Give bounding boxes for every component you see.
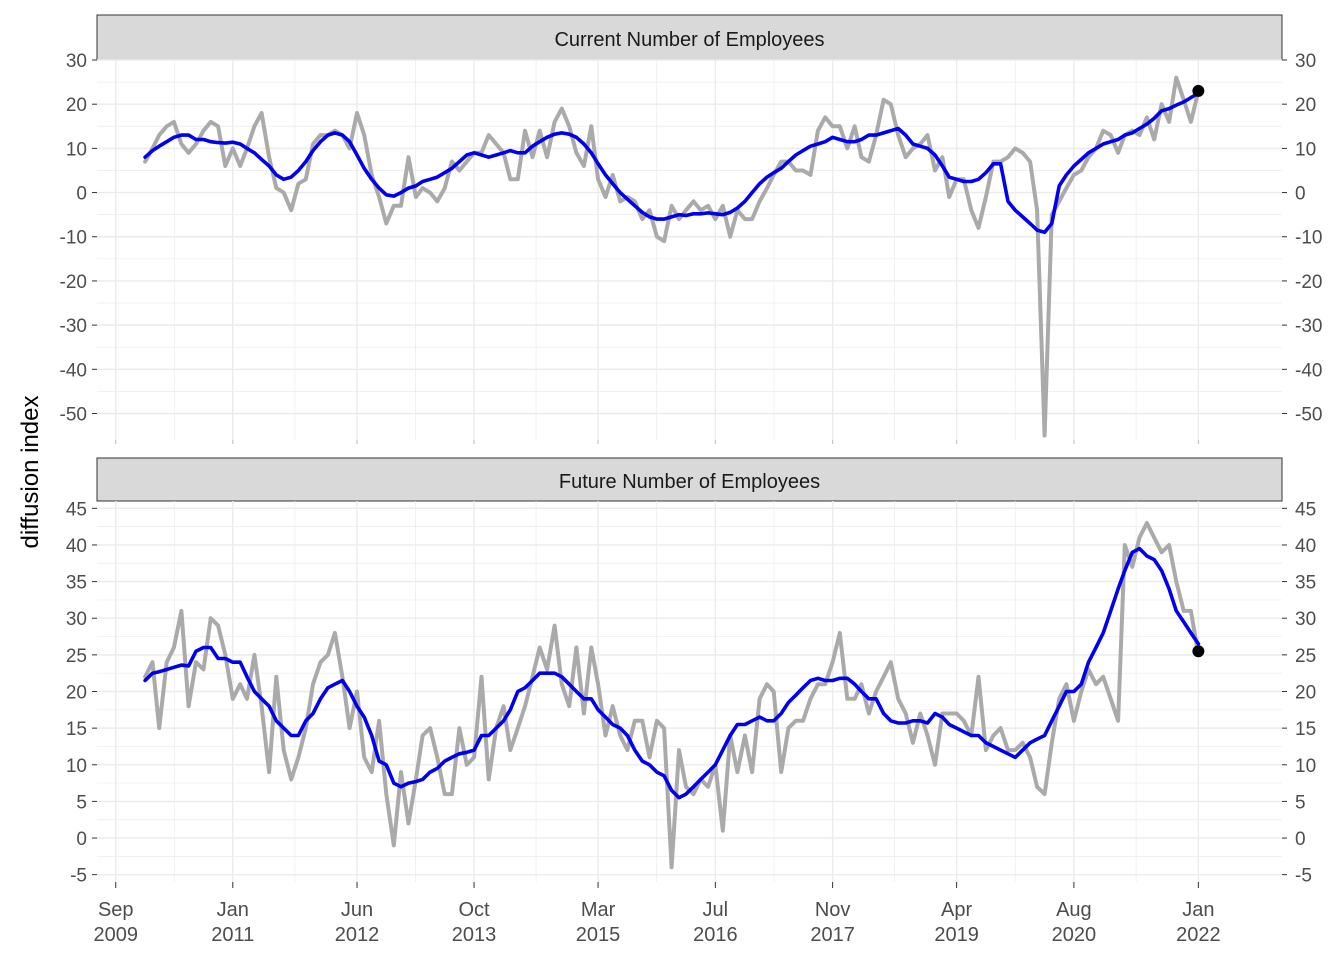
x-tick-label-month: Apr bbox=[941, 899, 972, 921]
x-tick-label-year: 2022 bbox=[1176, 924, 1221, 946]
y-axis-title: diffusion index bbox=[17, 396, 44, 549]
series-bottom bbox=[143, 521, 1205, 870]
y-tick-label-right: -50 bbox=[1295, 404, 1322, 425]
y-tick-label-left: -40 bbox=[60, 360, 87, 381]
y-tick-label-right: 20 bbox=[1295, 95, 1316, 116]
y-tick-label-right: 10 bbox=[1295, 756, 1316, 777]
y-tick-label-right: 5 bbox=[1295, 792, 1306, 813]
x-tick-label-year: 2011 bbox=[211, 924, 254, 946]
y-tick-label-right: 10 bbox=[1295, 139, 1316, 160]
strip-top bbox=[96, 14, 1283, 61]
y-tick-label-left: 5 bbox=[76, 792, 87, 813]
y-tick-label-left: 20 bbox=[66, 683, 87, 704]
y-tick-label-left: 15 bbox=[66, 719, 87, 740]
series-monthly-line bbox=[143, 75, 1201, 438]
y-axis-left-top: -50 -40 -30 -20 -10 0 10 20 30 bbox=[60, 51, 97, 425]
y-tick-label-right: -30 bbox=[1295, 316, 1322, 337]
y-tick-label-right: 0 bbox=[1295, 184, 1306, 205]
strip-bottom bbox=[96, 457, 1283, 502]
y-tick-label-right: 45 bbox=[1295, 499, 1316, 520]
y-tick-label-left: 30 bbox=[66, 51, 87, 72]
y-tick-label-left: 45 bbox=[66, 499, 87, 520]
x-tick-label-year: 2009 bbox=[93, 924, 138, 946]
y-tick-label-left: 25 bbox=[66, 646, 87, 667]
y-tick-label-left: 40 bbox=[66, 536, 87, 557]
y-tick-label-left: 20 bbox=[66, 95, 87, 116]
y-tick-label-right: -40 bbox=[1295, 360, 1322, 381]
y-tick-label-left: 10 bbox=[66, 139, 87, 160]
y-tick-label-left: -20 bbox=[60, 272, 87, 293]
x-tick-label-month: Oct bbox=[458, 899, 490, 921]
panel-title-future: Future Number of Employees bbox=[559, 471, 820, 493]
x-tick-label-month: Aug bbox=[1056, 899, 1092, 921]
y-tick-label-left: 0 bbox=[76, 829, 87, 850]
x-tick-label-year: 2016 bbox=[693, 924, 738, 946]
y-tick-label-left: 10 bbox=[66, 756, 87, 777]
x-tick-label-month: Jan bbox=[1182, 899, 1214, 921]
y-tick-label-right: 25 bbox=[1295, 646, 1316, 667]
y-tick-label-right: 40 bbox=[1295, 536, 1316, 557]
y-tick-label-left: -30 bbox=[60, 316, 87, 337]
series-monthly-line bbox=[143, 521, 1201, 870]
panel-top: Current Number of Employees -50 -40 -30 -20… bbox=[60, 14, 1322, 440]
y-tick-label-left: 35 bbox=[66, 573, 87, 594]
y-axis-right-bottom: -5 0 5 10 15 20 25 30 35 40 45 bbox=[1282, 499, 1316, 887]
x-tick-label-year: 2013 bbox=[452, 924, 497, 946]
x-tick-label-year: 2017 bbox=[810, 924, 855, 946]
y-axis-right-top: -50 -40 -30 -20 -10 0 10 20 30 bbox=[1282, 51, 1322, 425]
y-axis-left-bottom: -5 0 5 10 15 20 25 30 35 40 45 bbox=[66, 499, 97, 887]
series-smoothed-line bbox=[143, 546, 1201, 800]
x-tick-label-month: Sep bbox=[98, 899, 134, 921]
y-tick-label-left: 30 bbox=[66, 609, 87, 630]
x-tick-label-year: 2020 bbox=[1052, 924, 1097, 946]
panel-bottom: Future Number of Employees -5 0 5 10 15 20 25 3… bbox=[66, 457, 1316, 887]
x-axis: Sep 2009 Jan 2011 Jun 2012 Oct 2013 Mar 2015 Jul 20… bbox=[93, 440, 1221, 946]
y-tick-label-right: 0 bbox=[1295, 829, 1306, 850]
endpoint-marker bbox=[1192, 645, 1205, 658]
x-tick-label-month: Nov bbox=[815, 899, 851, 921]
panel-title-current: Current Number of Employees bbox=[554, 29, 824, 51]
y-tick-label-right: 30 bbox=[1295, 609, 1316, 630]
y-tick-label-left: 0 bbox=[76, 184, 87, 205]
x-tick-label-year: 2012 bbox=[335, 924, 380, 946]
y-tick-label-left: -5 bbox=[70, 866, 87, 887]
x-tick-label-month: Jul bbox=[703, 899, 729, 921]
endpoint-marker bbox=[1192, 84, 1205, 97]
y-tick-label-right: -10 bbox=[1295, 228, 1322, 249]
y-tick-label-left: -50 bbox=[60, 404, 87, 425]
x-tick-label-month: Jun bbox=[341, 899, 373, 921]
x-tick-label-month: Jan bbox=[217, 899, 249, 921]
y-tick-label-right: 20 bbox=[1295, 683, 1316, 704]
y-tick-label-right: -5 bbox=[1295, 866, 1312, 887]
x-tick-label-year: 2015 bbox=[576, 924, 621, 946]
y-tick-label-right: -20 bbox=[1295, 272, 1322, 293]
y-tick-label-left: -10 bbox=[60, 228, 87, 249]
series-smoothed-line bbox=[143, 91, 1201, 235]
x-tick-label-year: 2019 bbox=[934, 924, 979, 946]
y-tick-label-right: 15 bbox=[1295, 719, 1316, 740]
series-top bbox=[143, 75, 1205, 438]
y-tick-label-right: 30 bbox=[1295, 51, 1316, 72]
x-tick-label-month: Mar bbox=[581, 899, 616, 921]
y-tick-label-right: 35 bbox=[1295, 573, 1316, 594]
